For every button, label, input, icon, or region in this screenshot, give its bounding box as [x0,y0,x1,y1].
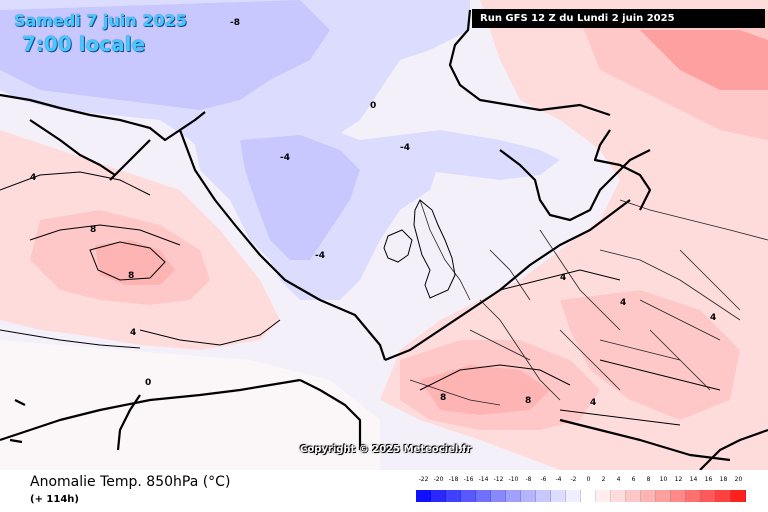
borders [409,199,768,406]
cold-anomaly-greenland-core [0,0,330,110]
isoline-label-minus4: -4 [280,153,290,163]
cold-anomaly-scandinavia [360,130,560,180]
scale-label: -16 [463,476,474,483]
scale-label: 16 [704,476,713,483]
warm-anomaly-iberia-core [420,365,550,415]
north-sea-coast [448,9,611,117]
scale-swatch [446,490,461,502]
africa-coast [0,378,301,442]
scale-label: -14 [478,476,489,483]
scale-label: -8 [525,476,532,483]
scale-label: -22 [418,476,429,483]
scale-swatch [431,490,446,502]
scale-swatch [686,490,701,502]
isoline-label-zero: 0 [370,101,376,111]
isolines [0,171,721,426]
scale-swatch [731,490,746,502]
scandinavia-coast [499,149,651,222]
scale-swatch [536,490,551,502]
isoline-label-plus4-africa: 4 [590,398,596,408]
scale-label: 12 [674,476,683,483]
isoline-label-plus8-iberia: 8 [440,393,446,403]
scale-label: 4 [616,476,621,483]
greenland-fjords [29,119,116,176]
scale-label: 8 [646,476,651,483]
scale-swatch [461,490,476,502]
warm-anomaly-russia-core [640,30,768,90]
isoline-label-plus4-east: 4 [620,298,626,308]
scale-swatch [521,490,536,502]
africa-loop [116,394,141,451]
great-britain-outline [413,199,456,299]
isoline-label-plus8-core: 8 [128,271,134,281]
africa-bay [299,379,362,450]
warm-anomaly-atlantic-center [95,240,175,285]
scale-swatch [641,490,656,502]
isoline-label-plus4: 4 [30,173,36,183]
neutral-atlantic-south [0,340,380,470]
scale-swatch [506,490,521,502]
isoline-label-plus8-mediterranean: 8 [525,396,531,406]
model-run-label: Run GFS 12 Z du Lundi 2 juin 2025 [472,9,765,28]
greenland-east-coast [109,139,151,181]
parameter-title: Anomalie Temp. 850hPa (°C) [30,474,231,490]
forecast-date-label: Samedi 7 juin 2025 [14,11,187,30]
scale-label: 6 [631,476,636,483]
scale-label: 2 [601,476,606,483]
warm-anomaly-balkans [560,290,740,420]
isoline-label-plus8: 8 [90,225,96,235]
isoline-label-plus4-far-east: 4 [710,313,716,323]
coastlines [0,9,768,470]
isoline-label-plus4-south: 4 [130,328,136,338]
isoline-label-minus4-atlantic: -4 [315,251,325,261]
color-scale-labels: -22 -20 -18 -16 -14 -12 -10 -8 -6 -4 -2 0 2 4 6 8 10 12 14… [416,476,752,488]
scale-label: -18 [448,476,459,483]
africa-lower [559,418,731,462]
scale-swatch [476,490,491,502]
forecast-time-label: 7:00 locale [22,32,146,56]
scale-swatch [596,490,611,502]
africa-east [699,428,768,470]
scale-label: 20 [734,476,743,483]
anomaly-map: 8 8 4 4 -4 -4 -4 -8 0 0 8 8 4 4 4 4 [0,0,768,470]
color-scale-bar [416,490,746,502]
uk-ireland [383,199,456,299]
copyright-watermark: Copyright © 2025 Meteociel.fr [300,444,472,455]
scale-swatch [671,490,686,502]
isoline-label-plus4-central: 4 [560,273,566,283]
scale-label: 18 [719,476,728,483]
forecast-hour-label: (+ 114h) [30,494,79,505]
africa-west-islands [9,399,26,444]
scale-swatch [656,490,671,502]
scale-swatch [611,490,626,502]
isoline-label-minus4-north: -4 [400,143,410,153]
scale-label: -6 [540,476,547,483]
scale-label: 0 [586,476,591,483]
scale-label: -10 [508,476,519,483]
baltic-coast [593,129,652,211]
scale-swatch [491,490,506,502]
scale-swatch [566,490,581,502]
scale-label: 14 [689,476,698,483]
scale-label: 10 [659,476,668,483]
scale-swatch [716,490,731,502]
greenland-coast [0,93,206,142]
scale-swatch [626,490,641,502]
scale-label: -2 [570,476,577,483]
scale-label: -4 [555,476,562,483]
scale-swatch [581,490,596,502]
cold-anomaly-core [240,135,360,260]
scale-label: -12 [493,476,504,483]
scale-swatch [551,490,566,502]
scale-label: -20 [433,476,444,483]
isoline-labels: 8 8 4 4 -4 -4 -4 -8 0 0 8 8 4 4 4 4 [30,18,716,408]
atlantic-arc [178,129,387,361]
isoline-label-zero-south: 0 [145,378,151,388]
ireland-outline [383,229,413,263]
scale-swatch [701,490,716,502]
isoline-label-minus8: -8 [230,18,240,28]
scale-swatch [416,490,431,502]
